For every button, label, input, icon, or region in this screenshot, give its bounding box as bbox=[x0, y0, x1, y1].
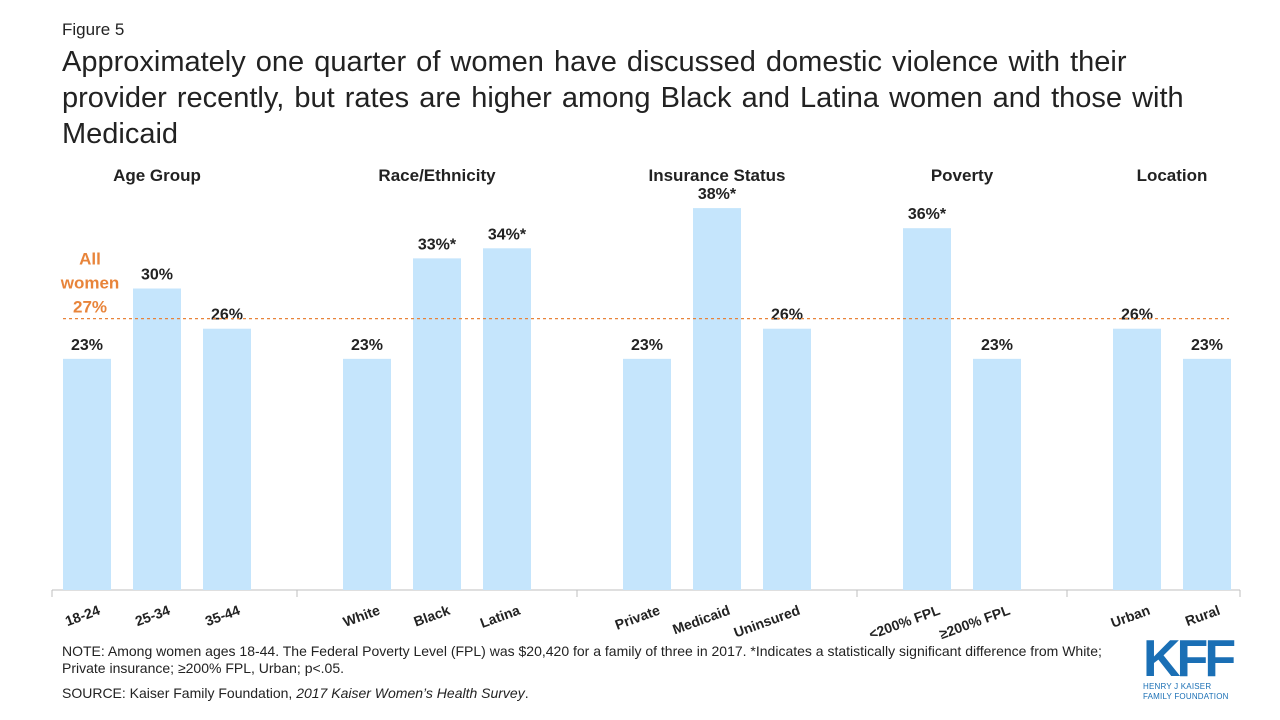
bar-label-0-2: 26% bbox=[211, 307, 243, 324]
bar-label-1-1: 33%* bbox=[418, 236, 457, 253]
bar-2-1 bbox=[693, 208, 741, 590]
x-tick-4-0: Urban bbox=[1109, 602, 1152, 631]
x-tick-1-0: White bbox=[341, 602, 382, 630]
logo-wordmark: KFF bbox=[1143, 630, 1236, 688]
bar-label-3-1: 23% bbox=[981, 337, 1013, 354]
bar-label-2-0: 23% bbox=[631, 337, 663, 354]
bar-0-2 bbox=[203, 328, 251, 590]
reference-label-0: All bbox=[79, 250, 101, 269]
group-title-4: Location bbox=[1137, 166, 1208, 185]
reference-label-2: 27% bbox=[73, 298, 107, 317]
bar-2-2 bbox=[763, 328, 811, 590]
x-tick-3-1: ≥200% FPL bbox=[937, 602, 1012, 640]
x-tick-2-0: Private bbox=[613, 602, 663, 633]
source-title: 2017 Kaiser Women’s Health Survey bbox=[296, 685, 525, 701]
bar-0-1 bbox=[133, 288, 181, 590]
logo-line-1: HENRY J KAISER bbox=[1143, 682, 1212, 691]
group-title-0: Age Group bbox=[113, 166, 201, 185]
figure-label: Figure 5 bbox=[62, 20, 125, 39]
x-tick-0-0: 18-24 bbox=[63, 602, 102, 629]
source-prefix: SOURCE: Kaiser Family Foundation, bbox=[62, 685, 297, 701]
group-title-3: Poverty bbox=[931, 166, 994, 185]
bar-label-4-1: 23% bbox=[1191, 337, 1223, 354]
logo-line-2: FAMILY FOUNDATION bbox=[1143, 692, 1229, 701]
x-tick-2-2: Uninsured bbox=[731, 602, 802, 640]
bar-label-4-0: 26% bbox=[1121, 307, 1153, 324]
bar-4-0 bbox=[1113, 328, 1161, 590]
chart: 23% 18-24 30% 25-34 26% 35-44 Age Group 23% Whit… bbox=[51, 166, 1241, 640]
chart-title: Approximately one quarter of women have … bbox=[62, 46, 1184, 150]
x-tick-1-1: Black bbox=[411, 602, 452, 630]
bar-label-0-0: 23% bbox=[71, 337, 103, 354]
bar-4-1 bbox=[1183, 358, 1231, 590]
bar-label-0-1: 30% bbox=[141, 267, 173, 284]
chart-note: NOTE: Among women ages 18-44. The Federa… bbox=[62, 643, 1102, 676]
bar-label-1-2: 34%* bbox=[488, 226, 527, 243]
x-tick-1-2: Latina bbox=[478, 602, 522, 631]
x-tick-4-1: Rural bbox=[1183, 602, 1222, 629]
bar-label-2-1: 38%* bbox=[698, 186, 737, 203]
chart-source: SOURCE: Kaiser Family Foundation, 2017 K… bbox=[62, 685, 529, 701]
x-tick-0-1: 25-34 bbox=[133, 602, 172, 629]
group-title-1: Race/Ethnicity bbox=[378, 166, 496, 185]
bar-0-0 bbox=[63, 358, 111, 590]
bar-label-3-0: 36%* bbox=[908, 206, 947, 223]
bar-1-0 bbox=[343, 358, 391, 590]
bar-label-2-2: 26% bbox=[771, 307, 803, 324]
bar-3-1 bbox=[973, 358, 1021, 590]
bar-1-1 bbox=[413, 258, 461, 590]
x-tick-0-2: 35-44 bbox=[203, 602, 242, 629]
group-title-2: Insurance Status bbox=[649, 166, 786, 185]
source-suffix: . bbox=[524, 685, 529, 701]
reference-label-1: women bbox=[60, 274, 120, 293]
x-tick-2-1: Medicaid bbox=[670, 602, 732, 638]
kff-logo: KFF HENRY J KAISER FAMILY FOUNDATION bbox=[1143, 630, 1236, 702]
bar-label-1-0: 23% bbox=[351, 337, 383, 354]
bar-2-0 bbox=[623, 358, 671, 590]
x-tick-3-0: <200% FPL bbox=[867, 602, 943, 640]
bar-3-0 bbox=[903, 228, 951, 590]
bar-1-2 bbox=[483, 248, 531, 591]
